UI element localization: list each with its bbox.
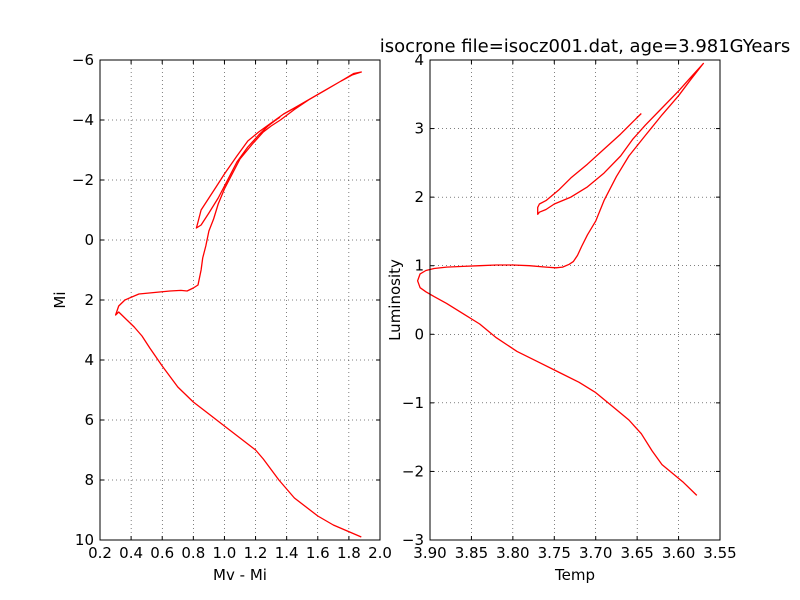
x-tick-label: 3.80 <box>496 544 529 562</box>
right-axes-y-label: Luminosity <box>386 259 404 341</box>
isochrone-series-line <box>416 62 705 496</box>
y-tick-label: 4 <box>84 351 94 369</box>
x-tick-label: 3.90 <box>413 544 446 562</box>
x-tick-label: 3.75 <box>538 544 571 562</box>
right-axes-x-label: Temp <box>554 566 595 584</box>
y-tick-label: 10 <box>75 531 94 549</box>
x-tick-label: 1.8 <box>337 544 361 562</box>
right-axes-luminosity-vs-temp: isocrone file=isocz001.dat, age=3.981GYe… <box>380 36 790 584</box>
axes-frame <box>429 59 721 541</box>
y-tick-label: 8 <box>84 471 94 489</box>
left-axes-x-label: Mv - Mi <box>213 566 267 584</box>
x-tick-label: 2.0 <box>368 544 392 562</box>
y-tick-label: −4 <box>72 111 94 129</box>
y-tick-label: −2 <box>72 171 94 189</box>
x-tick-label: 0.6 <box>150 544 174 562</box>
x-tick-label: 3.55 <box>703 544 736 562</box>
y-tick-label: −6 <box>72 51 94 69</box>
x-tick-label: 0.8 <box>181 544 205 562</box>
left-axes-y-label: Mi <box>51 291 69 308</box>
x-tick-label: 1.0 <box>213 544 237 562</box>
y-tick-label: 6 <box>84 411 94 429</box>
x-tick-label: 0.2 <box>88 544 112 562</box>
x-tick-label: 3.65 <box>620 544 653 562</box>
y-tick-label: 2 <box>84 291 94 309</box>
chart-title: isocrone file=isocz001.dat, age=3.981GYe… <box>380 36 790 57</box>
x-tick-label: 3.70 <box>579 544 612 562</box>
y-tick-label: 0 <box>84 231 94 249</box>
y-tick-label: −2 <box>402 462 424 480</box>
isochrone-series-line <box>114 71 362 538</box>
y-tick-label: 0 <box>414 325 424 343</box>
y-tick-label: 4 <box>414 51 424 69</box>
y-tick-label: 3 <box>414 120 424 138</box>
x-tick-label: 3.85 <box>455 544 488 562</box>
x-tick-label: 0.4 <box>119 544 143 562</box>
y-tick-label: −3 <box>402 531 424 549</box>
y-tick-label: −1 <box>402 394 424 412</box>
y-tick-label: 2 <box>414 188 424 206</box>
axes-frame <box>99 59 381 541</box>
x-tick-label: 1.4 <box>275 544 299 562</box>
x-tick-label: 3.60 <box>662 544 695 562</box>
x-tick-label: 1.2 <box>244 544 268 562</box>
y-tick-label: 1 <box>414 257 424 275</box>
left-axes-mi-vs-color: Mv - Mi Mi 0.2 0.4 0.6 0.8 1.0 1.2 1.4 1.6 1.8 2.… <box>51 51 392 584</box>
x-tick-label: 1.6 <box>306 544 330 562</box>
